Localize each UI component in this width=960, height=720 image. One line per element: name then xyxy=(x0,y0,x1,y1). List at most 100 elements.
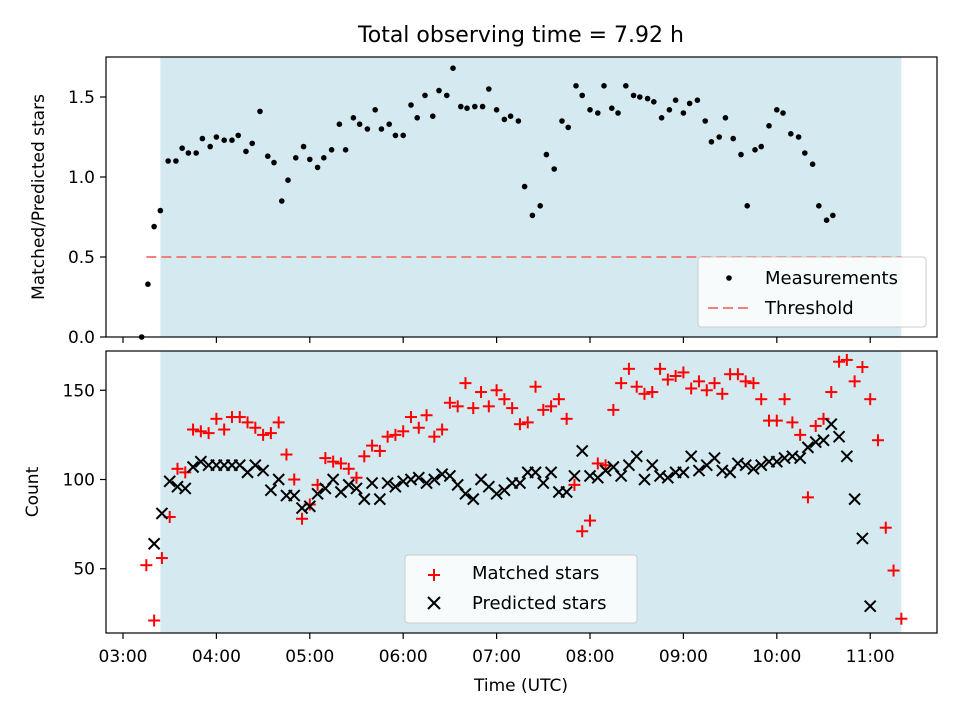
measurement-point xyxy=(615,110,621,116)
measurement-point xyxy=(472,103,478,110)
matched-star-point xyxy=(770,414,783,427)
matched-star-point xyxy=(482,400,495,413)
matched-star-point xyxy=(475,386,488,399)
measurement-point xyxy=(457,103,464,110)
measurement-point xyxy=(264,153,271,159)
predicted-star-point xyxy=(677,466,690,479)
measurement-point xyxy=(493,107,500,113)
matched-star-point xyxy=(467,402,480,415)
measurement-point xyxy=(342,147,349,153)
matched-star-point xyxy=(568,478,581,491)
matched-star-point xyxy=(264,427,277,440)
matched-star-point xyxy=(342,462,355,475)
measurement-point xyxy=(408,102,414,108)
matched-star-point xyxy=(809,419,822,432)
matched-star-point xyxy=(552,393,565,406)
bottom-x-tick-label: 10:00 xyxy=(752,647,801,667)
predicted-star-point xyxy=(373,492,387,506)
matched-star-point xyxy=(249,421,262,434)
matched-star-point xyxy=(529,380,542,393)
bottom-x-tick-label: 08:00 xyxy=(566,647,615,667)
measurement-point xyxy=(243,148,249,155)
bottom-y-ticks: 50 100 150 xyxy=(63,381,106,580)
matched-star-point xyxy=(506,402,519,415)
measurement-point xyxy=(321,155,327,161)
matched-star-point xyxy=(871,434,884,447)
matched-star-point xyxy=(864,393,877,406)
matched-star-point xyxy=(490,384,503,397)
measurement-point xyxy=(529,212,536,219)
measurement-point xyxy=(450,65,456,71)
predicted-star-point xyxy=(342,478,355,492)
measurement-point xyxy=(809,161,816,167)
measurement-point xyxy=(443,92,450,99)
measurement-point xyxy=(795,134,802,140)
measurement-point xyxy=(328,147,335,153)
predicted-star-point xyxy=(832,430,846,443)
measurement-point xyxy=(722,115,729,121)
measurement-point xyxy=(229,137,235,143)
matched-star-point xyxy=(288,473,301,486)
matched-star-point xyxy=(420,409,433,422)
matched-star-point xyxy=(778,393,791,406)
measurement-point xyxy=(501,116,508,123)
matched-star-point xyxy=(358,450,371,463)
matched-star-point xyxy=(334,457,347,470)
measurement-point xyxy=(730,135,737,142)
matched-star-point xyxy=(817,412,830,425)
bottom-x-tick-label: 03:00 xyxy=(99,647,148,667)
predicted-star-point xyxy=(350,482,363,495)
predicted-star-point xyxy=(747,462,760,476)
matched-star-point xyxy=(794,428,807,441)
measurement-point xyxy=(823,217,830,223)
measurement-point xyxy=(278,198,285,204)
legend-predicted-label: Predicted stars xyxy=(472,593,606,614)
matched-star-point xyxy=(755,393,768,406)
predicted-star-point xyxy=(155,507,169,520)
predicted-star-point xyxy=(801,441,815,454)
bottom-y-tick-label: 150 xyxy=(63,381,95,401)
measurement-point xyxy=(601,83,607,89)
measurement-point xyxy=(802,150,808,156)
predicted-star-point xyxy=(311,487,324,500)
matched-star-point xyxy=(786,416,799,429)
measurement-point xyxy=(780,110,786,116)
matched-star-point xyxy=(887,564,900,577)
measurement-point xyxy=(356,121,363,127)
bottom-y-tick-label: 100 xyxy=(63,471,95,491)
predicted-star-point xyxy=(194,455,208,468)
matched-star-point xyxy=(801,491,814,504)
measurement-point xyxy=(436,87,442,94)
measurement-point xyxy=(314,164,321,171)
predicted-star-point xyxy=(326,473,340,486)
matched-star-point xyxy=(327,455,340,468)
predicted-star-point xyxy=(163,475,176,488)
measurement-point xyxy=(372,107,378,113)
predicted-star-point xyxy=(630,450,643,463)
legend-measurements-label: Measurements xyxy=(765,268,898,289)
matched-star-point xyxy=(140,559,153,572)
measurement-point xyxy=(249,140,256,147)
measurement-point xyxy=(816,203,822,209)
measurement-point xyxy=(637,94,643,100)
measurement-point xyxy=(515,118,522,124)
matched-star-point xyxy=(404,411,417,424)
measurement-point xyxy=(307,156,313,163)
predicted-star-point xyxy=(303,500,317,513)
matched-star-point xyxy=(319,452,332,465)
matched-star-point xyxy=(607,403,620,416)
matched-star-point xyxy=(545,400,558,413)
bottom-x-tick-label: 07:00 xyxy=(472,647,521,667)
matched-star-point xyxy=(654,362,667,375)
measurement-point xyxy=(579,92,586,99)
predicted-star-point xyxy=(856,532,869,545)
matched-star-point xyxy=(148,614,161,627)
measurement-point xyxy=(651,99,657,105)
top-legend-box xyxy=(697,256,927,328)
measurement-point xyxy=(672,97,679,103)
measurement-point xyxy=(392,132,399,139)
measurement-point xyxy=(630,92,637,99)
measurement-point xyxy=(543,151,550,158)
matched-star-point xyxy=(584,514,596,527)
matched-star-point xyxy=(825,386,838,399)
